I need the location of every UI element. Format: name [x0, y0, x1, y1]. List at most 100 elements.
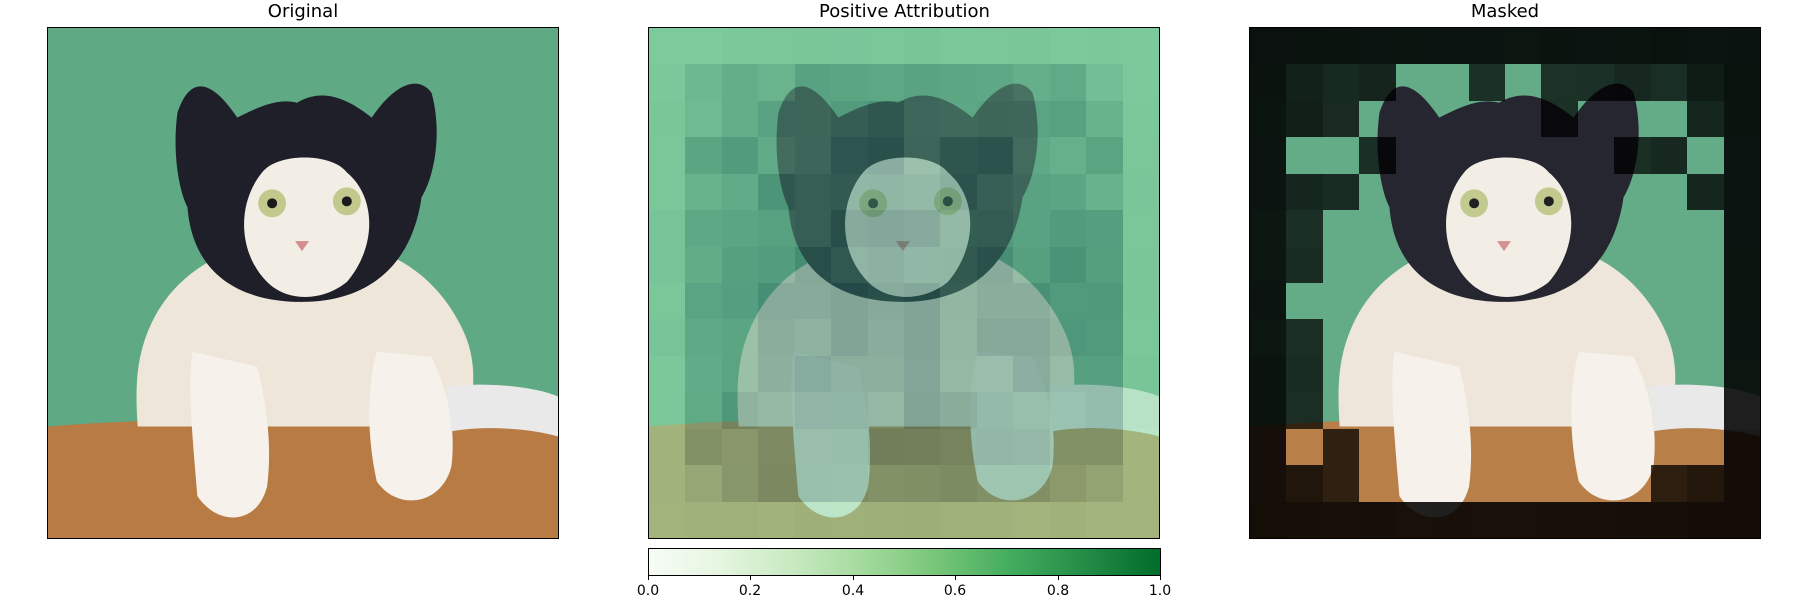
mask-cell — [1286, 28, 1323, 65]
attribution-cell — [758, 173, 795, 211]
attribution-cell — [831, 64, 868, 101]
mask-cell — [1469, 283, 1505, 319]
mask-cell — [1687, 28, 1724, 65]
mask-cell — [1432, 28, 1469, 65]
attribution-cell — [940, 319, 977, 356]
colorbar-tick-label: 1.0 — [1148, 583, 1172, 599]
attribution-cell — [940, 282, 977, 320]
mask-cell — [1650, 64, 1688, 101]
mask-cell — [1323, 392, 1359, 428]
mask-cell — [1469, 210, 1505, 246]
attribution-cell — [721, 28, 759, 65]
attribution-cell — [903, 428, 941, 466]
attribution-cell — [758, 282, 795, 320]
panel-title-masked: Masked — [1470, 1, 1540, 22]
mask-cell — [1469, 137, 1505, 173]
mask-cell — [1396, 101, 1432, 137]
attribution-cell — [1086, 282, 1123, 320]
panel-title-positive-attribution: Positive Attribution — [819, 1, 990, 22]
colorbar-tick-label: 0.4 — [841, 583, 865, 599]
mask-cell — [1577, 28, 1615, 65]
mask-cell — [1578, 356, 1614, 392]
attribution-cell — [1013, 428, 1050, 466]
mask-cell — [1614, 101, 1650, 137]
attribution-cell — [1049, 465, 1087, 502]
mask-cell — [1432, 101, 1468, 137]
mask-cell — [1505, 64, 1541, 100]
attribution-cell — [867, 465, 904, 502]
attribution-cell — [1049, 210, 1087, 247]
colorbar-tick-label: 0.8 — [1046, 583, 1070, 599]
attribution-cell — [1049, 64, 1087, 101]
mask-cell — [1250, 465, 1287, 502]
attribution-cell — [1049, 282, 1087, 320]
mask-cell — [1432, 501, 1469, 538]
attribution-cell — [721, 355, 759, 393]
attribution-cell — [649, 282, 686, 320]
attribution-cell — [758, 28, 795, 65]
attribution-cell — [649, 501, 686, 538]
mask-cell — [1505, 101, 1541, 137]
mask-cell — [1723, 246, 1760, 283]
attribution-cell — [940, 28, 977, 65]
mask-cell — [1614, 28, 1651, 65]
mask-cell — [1505, 392, 1541, 428]
colorbar-tick — [648, 576, 649, 580]
mask-cell — [1614, 319, 1650, 355]
attribution-cell — [1049, 428, 1087, 466]
mask-cell — [1541, 64, 1578, 101]
attribution-cell — [758, 64, 795, 101]
attribution-cell — [1086, 173, 1123, 211]
mask-cell — [1323, 319, 1359, 355]
mask-cell — [1687, 210, 1723, 246]
masked-image — [1249, 27, 1761, 539]
attribution-cell — [685, 64, 722, 101]
mask-cell — [1687, 465, 1724, 502]
attribution-cell — [976, 137, 1014, 174]
attribution-cell — [867, 64, 904, 101]
mask-cell — [1396, 64, 1432, 100]
attribution-cell — [1086, 100, 1123, 138]
mask-cell — [1432, 137, 1468, 173]
mask-cell — [1614, 465, 1650, 501]
attribution-cell — [1013, 100, 1050, 138]
attribution-cell — [1086, 64, 1123, 101]
attribution-cell — [1086, 210, 1123, 247]
attribution-cell — [976, 465, 1014, 502]
attribution-cell — [1122, 100, 1159, 138]
mask-cell — [1469, 356, 1505, 392]
attribution-cell — [649, 392, 686, 429]
attribution-cell — [867, 173, 904, 211]
attribution-cell — [940, 355, 977, 393]
attribution-cell — [976, 28, 1014, 65]
attribution-cell — [903, 210, 941, 247]
mask-cell — [1723, 173, 1760, 211]
mask-cell — [1614, 247, 1650, 283]
attribution-cell — [903, 64, 941, 101]
attribution-cell — [903, 282, 941, 320]
mask-cell — [1396, 137, 1432, 173]
attribution-cell — [1122, 137, 1159, 174]
mask-cell — [1432, 429, 1468, 465]
mask-cell — [1432, 174, 1468, 210]
attribution-cell — [1122, 282, 1159, 320]
mask-cell — [1322, 173, 1360, 211]
attribution-cell — [1122, 28, 1159, 65]
mask-cell — [1578, 247, 1614, 283]
mask-cell — [1723, 282, 1760, 320]
attribution-cell — [831, 501, 868, 538]
mask-cell — [1359, 283, 1395, 319]
attribution-cell — [940, 100, 977, 138]
mask-cell — [1359, 64, 1396, 101]
attribution-cell — [831, 210, 868, 247]
mask-cell — [1504, 501, 1542, 538]
attribution-cell — [721, 64, 759, 101]
attribution-cell — [867, 355, 904, 393]
attribution-cell — [685, 428, 722, 466]
attribution-cell — [831, 173, 868, 211]
attribution-cell — [758, 100, 795, 138]
mask-cell — [1396, 319, 1432, 355]
attribution-cell — [831, 355, 868, 393]
mask-cell — [1614, 283, 1650, 319]
mask-cell — [1651, 392, 1687, 428]
